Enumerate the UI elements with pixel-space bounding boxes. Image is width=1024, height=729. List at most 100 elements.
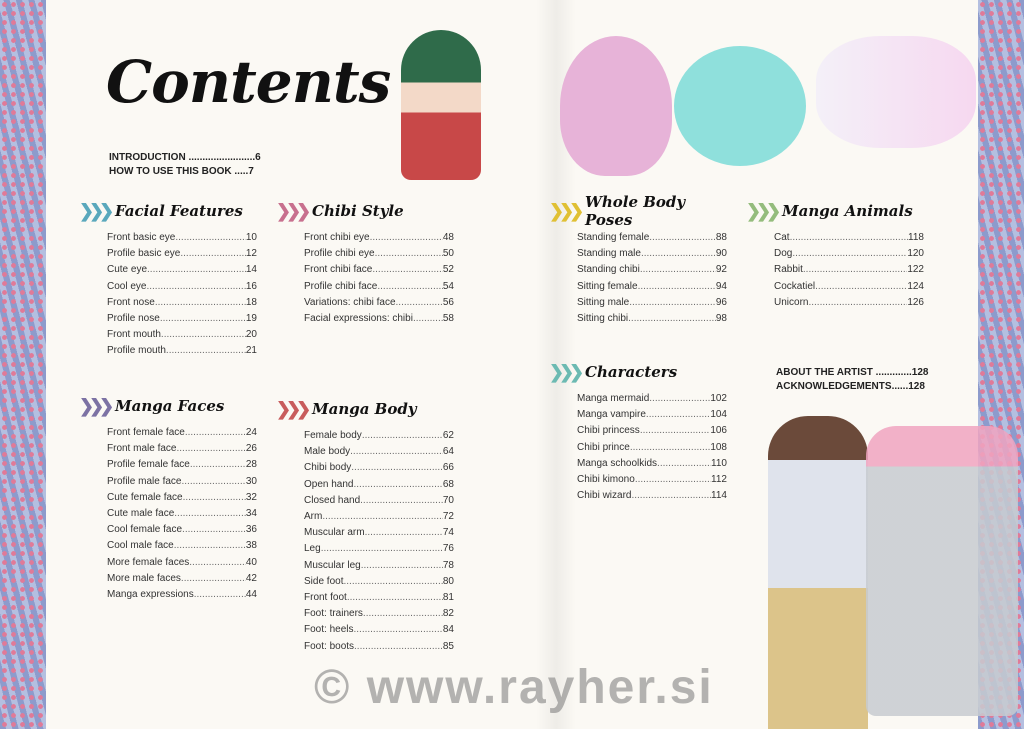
entry-page: 12: [245, 248, 257, 260]
entry-page: 58: [442, 313, 454, 325]
entry-label: Variations: chibi face: [304, 296, 396, 308]
entry-label: Chibi kimono: [577, 474, 635, 486]
entry-page: 72: [442, 511, 454, 523]
entry-label: Manga expressions: [107, 589, 194, 601]
entry-page: 52: [442, 264, 454, 276]
entry-page: 66: [442, 462, 454, 474]
toc-entry: Front mouth 20: [107, 327, 257, 343]
section-header: ❯❯❯ Facial Features: [79, 200, 254, 222]
entry-label: Foot: heels: [304, 624, 354, 636]
entry-page: 108: [710, 441, 727, 453]
toc-entry: Standing female 88: [577, 230, 727, 246]
entry-label: Front foot: [304, 592, 347, 604]
entry-page: 92: [715, 264, 727, 276]
entry-label: Cool female face: [107, 524, 183, 536]
toc-entry: Facial expressions: chibi 58: [304, 311, 454, 327]
toc-entry: Cat 118: [774, 230, 924, 246]
entry-page: 88: [715, 232, 727, 243]
entry-page: 126: [907, 296, 924, 308]
entry-page: 50: [442, 248, 454, 260]
toc-entry: Foot: heels 84: [304, 622, 454, 638]
section-title: Manga Body: [312, 400, 417, 418]
toc-section: ❯❯❯Facial Features Front basic eye 10 Profi…: [79, 200, 257, 360]
entry-label: Front chibi eye: [304, 232, 370, 243]
entry-page: 85: [442, 640, 454, 652]
toc-entry: Chibi body 66: [304, 460, 454, 476]
entry-label: Closed hand: [304, 494, 361, 506]
toc-entry: Front male face 26: [107, 441, 257, 457]
entry-label: Manga vampire: [577, 409, 646, 421]
chevron-arrows-icon: ❯❯❯: [276, 398, 311, 419]
entry-label: Muscular leg: [304, 559, 361, 571]
entry-page: 80: [442, 575, 454, 587]
entry-page: 24: [245, 427, 257, 438]
entry-label: Foot: trainers: [304, 608, 363, 620]
entry-page: 106: [710, 425, 727, 437]
toc-entry: Profile basic eye 12: [107, 246, 257, 262]
entry-page: 74: [442, 527, 454, 539]
toc-entry: Chibi kimono 112: [577, 472, 727, 488]
front-matter-item: HOW TO USE THIS BOOK .....7: [109, 166, 254, 177]
entry-page: 42: [245, 572, 257, 584]
entry-label: More female faces: [107, 556, 190, 568]
entry-page: 120: [907, 248, 924, 260]
sitting-girl-illustration: [866, 426, 1018, 716]
entry-page: 28: [245, 459, 257, 471]
toc-entry: Front chibi face 52: [304, 262, 454, 278]
toc-section: ❯❯❯Manga Faces Front female face 24 Front m…: [79, 395, 257, 603]
entry-page: 48: [442, 232, 454, 243]
entry-label: Foot: boots: [304, 640, 355, 652]
entry-label: Muscular arm: [304, 527, 365, 539]
back-matter-item: ACKNOWLEDGEMENTS......128: [776, 381, 925, 392]
entry-label: Cool male face: [107, 540, 174, 552]
entry-label: Unicorn: [774, 296, 809, 308]
entry-page: 122: [907, 264, 924, 276]
chevron-arrows-icon: ❯❯❯: [276, 200, 311, 221]
entry-page: 78: [442, 559, 454, 571]
entry-label: Open hand: [304, 478, 354, 490]
entry-page: 21: [245, 345, 257, 357]
entry-label: More male faces: [107, 572, 181, 584]
toc-section: ❯❯❯Manga Body Female body 62 Male body 64 Chi…: [276, 398, 454, 655]
entry-label: Front chibi face: [304, 264, 373, 276]
entry-page: 94: [715, 280, 727, 292]
section-title: Whole Body Poses: [585, 193, 686, 229]
entry-label: Chibi wizard: [577, 490, 632, 502]
entry-label: Profile basic eye: [107, 248, 181, 260]
entry-page: 112: [711, 474, 727, 486]
entry-label: Male body: [304, 446, 351, 458]
toc-entry: Cool female face 36: [107, 522, 257, 538]
section-header: ❯❯❯ Manga Body: [276, 398, 451, 420]
entry-label: Cute female face: [107, 491, 183, 503]
toc-entry: Front nose 18: [107, 295, 257, 311]
toc-entry: Chibi wizard 114: [577, 488, 727, 504]
entry-label: Front basic eye: [107, 232, 176, 243]
entry-page: 81: [442, 592, 454, 604]
entry-page: 104: [710, 409, 727, 421]
entry-label: Profile nose: [107, 313, 160, 325]
entry-page: 70: [442, 494, 454, 506]
toc-entry: More female faces 40: [107, 555, 257, 571]
entry-label: Standing chibi: [577, 264, 640, 276]
chevron-arrows-icon: ❯❯❯: [549, 200, 584, 221]
toc-entry: Variations: chibi face 56: [304, 295, 454, 311]
entry-page: 64: [442, 446, 454, 458]
kimono-chibi-illustration: [401, 30, 481, 180]
chevron-arrows-icon: ❯❯❯: [549, 361, 584, 382]
toc-entry: Profile chibi eye 50: [304, 246, 454, 262]
toc-entry: Closed hand 70: [304, 493, 454, 509]
entry-page: 32: [245, 491, 257, 503]
entry-label: Standing female: [577, 232, 650, 243]
toc-entry: Manga schoolkids 110: [577, 456, 727, 472]
entry-page: 30: [245, 475, 257, 487]
entry-page: 18: [245, 296, 257, 308]
hijab-girl-illustration: [560, 36, 672, 176]
toc-entry: Profile chibi face 54: [304, 279, 454, 295]
front-matter-item: INTRODUCTION ........................6: [109, 152, 261, 163]
toc-entry: Chibi prince 108: [577, 440, 727, 456]
entry-page: 114: [711, 490, 727, 502]
section-header: ❯❯❯ Chibi Style: [276, 200, 451, 222]
entry-page: 10: [245, 232, 257, 243]
entry-label: Sitting male: [577, 296, 630, 308]
entry-page: 102: [710, 393, 727, 404]
